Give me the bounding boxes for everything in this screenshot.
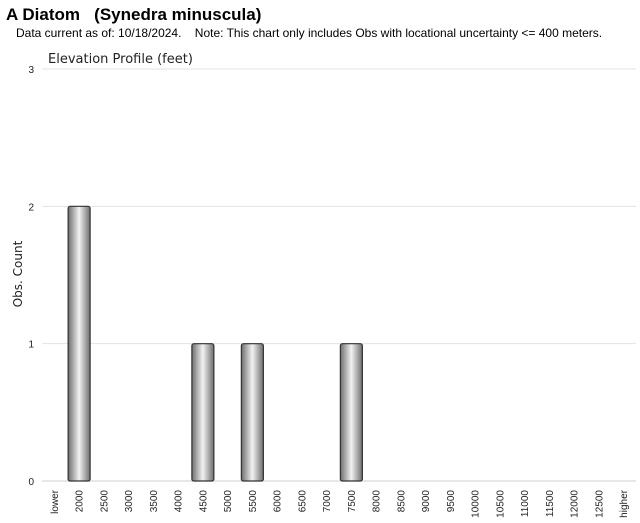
x-tick-label: 5500 — [248, 490, 259, 513]
x-tick-label: 6500 — [297, 490, 308, 513]
y-tick-label: 3 — [28, 65, 34, 76]
y-tick-label: 2 — [28, 202, 34, 213]
x-tick-label: 9500 — [446, 490, 457, 513]
x-tick-label: 3000 — [124, 490, 135, 513]
y-tick-label: 0 — [28, 477, 34, 488]
x-tick-label: 6000 — [273, 490, 284, 513]
x-tick-label: 11500 — [545, 490, 556, 518]
x-tick-label: 3500 — [149, 490, 160, 513]
x-tick-label: 4000 — [174, 490, 185, 513]
grid-lines — [42, 68, 636, 482]
x-tick-label: 10000 — [471, 490, 482, 518]
y-axis-title: Obs. Count — [11, 240, 25, 307]
x-tick-label: 7000 — [322, 490, 333, 513]
x-tick-label: 2500 — [99, 490, 110, 513]
x-tick-label: 7500 — [347, 490, 358, 513]
x-tick-label: 8500 — [396, 490, 407, 513]
x-tick-label: 11000 — [520, 490, 531, 518]
species-latin-name: (Synedra minuscula) — [94, 5, 262, 24]
x-tick-label: higher — [619, 489, 630, 517]
data-current-text: Data current as of: 10/18/2024. — [16, 26, 182, 40]
bars — [67, 205, 363, 482]
chart-title: Elevation Profile (feet) — [48, 52, 193, 67]
y-tick-labels: 0 1 2 3 — [28, 65, 34, 488]
species-common-name: A Diatom — [6, 5, 80, 24]
x-tick-label: 5000 — [223, 490, 234, 513]
x-tick-label: 8000 — [372, 490, 383, 513]
x-tick-label: 9000 — [421, 490, 432, 513]
bar-7500[interactable] — [339, 343, 363, 482]
data-note: Data current as of: 10/18/2024. Note: Th… — [16, 26, 602, 40]
chart-heading: A Diatom (Synedra minuscula) — [6, 5, 261, 25]
uncertainty-note: Note: This chart only includes Obs with … — [194, 26, 603, 40]
x-tick-label: 12500 — [594, 490, 605, 518]
x-tick-label: 2000 — [75, 490, 86, 513]
x-tick-label: 10500 — [495, 490, 506, 518]
y-tick-label: 1 — [28, 340, 34, 351]
bar-4500[interactable] — [191, 343, 215, 482]
bar-5500[interactable] — [240, 343, 264, 482]
x-tick-label: 12000 — [570, 490, 581, 518]
x-tick-label: lower — [50, 489, 61, 514]
x-tick-labels: lower 2000 2500 3000 3500 4000 4500 5000 5500 600… — [50, 489, 630, 517]
bar-2000[interactable] — [67, 205, 91, 482]
x-tick-label: 4500 — [198, 490, 209, 513]
